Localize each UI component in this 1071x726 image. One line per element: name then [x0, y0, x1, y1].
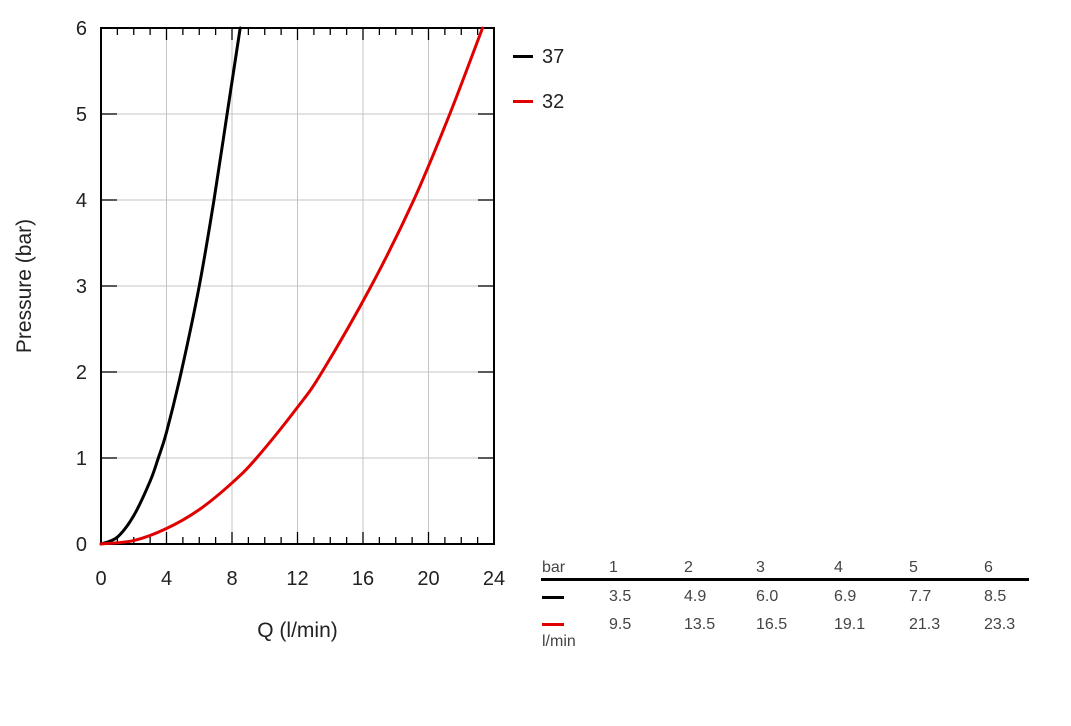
table-row-swatch-37: [542, 596, 564, 599]
x-tick-label-4: 16: [352, 568, 374, 590]
legend-item-32: 32: [513, 90, 603, 114]
y-tick-label-3: 3: [76, 276, 87, 298]
table-cell-37-1: 3.5: [609, 588, 632, 605]
table-header-p5: 5: [909, 559, 918, 576]
series-line-32: [99, 26, 485, 546]
table-header-p3: 3: [756, 559, 765, 576]
table-cell-37-5: 7.7: [909, 588, 932, 605]
table-cell-32-6: 23.3: [984, 616, 1016, 633]
x-tick-label-2: 8: [226, 568, 237, 590]
y-tick-label-2: 2: [76, 362, 87, 384]
y-tick-label-5: 5: [76, 104, 87, 126]
x-tick-label-1: 4: [161, 568, 172, 590]
table-cell-32-2: 13.5: [684, 616, 716, 633]
table-cell-32-4: 19.1: [834, 616, 866, 633]
x-tick-label-5: 20: [417, 568, 439, 590]
y-tick-label-1: 1: [76, 448, 87, 470]
legend-swatch-32: [513, 100, 533, 103]
table-unit-label: l/min: [542, 633, 576, 650]
table-cell-32-1: 9.5: [609, 616, 632, 633]
x-tick-label-0: 0: [95, 568, 106, 590]
legend-label-32: 32: [542, 91, 565, 113]
x-axis-label: Q (l/min): [257, 619, 338, 642]
table-cell-32-5: 21.3: [909, 616, 941, 633]
legend-item-37: 37: [513, 45, 603, 69]
y-tick-label-4: 4: [76, 190, 87, 212]
table-header-bar: bar: [542, 559, 566, 576]
legend-label-37: 37: [542, 46, 565, 68]
x-tick-label-3: 12: [286, 568, 308, 590]
table-cell-37-6: 8.5: [984, 588, 1007, 605]
y-tick-label-0: 0: [76, 534, 87, 556]
series-line-37: [99, 26, 242, 546]
y-axis-label: Pressure (bar): [13, 219, 36, 353]
table-cell-37-4: 6.9: [834, 588, 857, 605]
flow-rate-table: bar 1 2 3 4 5 6 3.5 4.9 6.0 6.9 7.7 8.5 …: [541, 558, 1029, 658]
y-tick-label-6: 6: [76, 18, 87, 40]
plot-frame: [100, 27, 495, 545]
table-cell-37-3: 6.0: [756, 588, 779, 605]
table-row-swatch-32: [542, 623, 564, 626]
table-cell-32-3: 16.5: [756, 616, 788, 633]
x-tick-label-6: 24: [483, 568, 505, 590]
table-header-rule: [541, 578, 1029, 581]
table-header-p6: 6: [984, 559, 993, 576]
table-header-p1: 1: [609, 559, 618, 576]
legend-swatch-37: [513, 55, 533, 58]
table-cell-37-2: 4.9: [684, 588, 707, 605]
table-header-p4: 4: [834, 559, 843, 576]
table-header-p2: 2: [684, 559, 693, 576]
